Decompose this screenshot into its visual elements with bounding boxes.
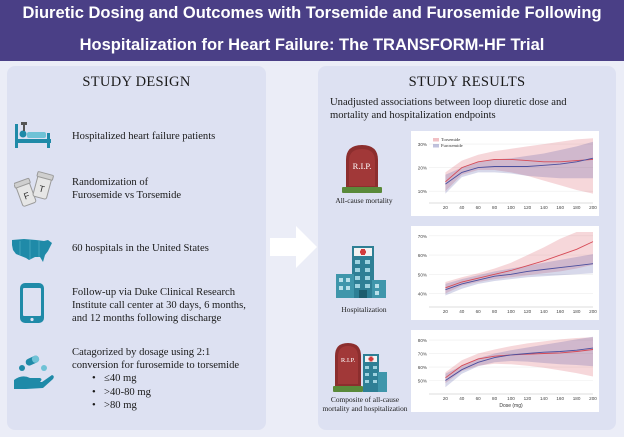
x-tick-label: 60 — [476, 396, 482, 401]
x-tick-label: 80 — [492, 396, 498, 401]
y-tick-label: 60% — [418, 253, 427, 258]
series-line-torsemide — [445, 241, 594, 289]
study-results-title: STUDY RESULTS — [408, 74, 526, 90]
chart-svg-composite: 50% 60% 70% 80% 20 40 60 80 100 120 140 160 180 200 Do… — [418, 336, 597, 409]
composite-rip-text: R.I.P. — [341, 357, 356, 364]
dosage-bullet-list: ≤40 mg >40-80 mg >80 mg — [92, 372, 151, 413]
label-hospitalization: Hospitalization — [341, 305, 387, 314]
legend-swatch — [433, 144, 439, 148]
title-line-1: Diuretic Dosing and Outcomes with Torsem… — [22, 4, 602, 22]
x-tick-label: 100 — [507, 309, 515, 314]
flow-arrow-icon — [270, 226, 317, 268]
chart-composite: 50% 60% 70% 80% 20 40 60 80 100 120 140 160 180 200 Do… — [411, 330, 599, 412]
y-tick-label: 70% — [418, 234, 427, 239]
y-tick-label: 20% — [418, 166, 427, 171]
title-line-2: Hospitalization for Heart Failure: The T… — [79, 36, 545, 54]
x-tick-label: 100 — [507, 205, 515, 210]
y-tick-label: 50% — [418, 379, 427, 384]
x-tick-label: 160 — [556, 396, 564, 401]
x-tick-label: 200 — [589, 205, 597, 210]
x-tick-label: 20 — [443, 309, 449, 314]
design-item-5: Catagorized by dosage using 2:1 conversi… — [72, 347, 240, 371]
x-tick-label: 140 — [540, 309, 548, 314]
dosage-bullet-3: >80 mg — [92, 399, 151, 413]
x-tick-label: 80 — [492, 205, 498, 210]
x-tick-label: 180 — [573, 309, 581, 314]
series-line-torsemide — [445, 158, 594, 183]
hospital-bed-icon — [15, 122, 51, 148]
chart-svg-hospitalization: 40% 50% 60% 70% 20 40 60 80 100 120 140 160 180 200 — [418, 232, 597, 314]
series-line-furosemide — [445, 157, 594, 185]
x-tick-label: 180 — [573, 396, 581, 401]
ci-band-furosemide — [445, 141, 593, 194]
pill-label-f: F — [22, 190, 31, 201]
pill-label-t: T — [38, 183, 46, 194]
y-tick-label: 80% — [418, 338, 427, 343]
x-tick-label: 200 — [589, 309, 597, 314]
dosage-bullet-2: >40-80 mg — [92, 386, 151, 400]
y-tick-label: 30% — [418, 142, 427, 147]
design-item-2: Randomization of Furosemide vs Torsemide — [72, 177, 182, 201]
x-tick-label: 160 — [556, 205, 564, 210]
legend-label: Torsemide — [441, 137, 460, 142]
y-tick-label: 10% — [418, 189, 427, 194]
chart-svg-mortality: 10% 20% 30% 20 40 60 80 100 120 140 160 180 200 Torse… — [418, 137, 597, 210]
us-map-icon — [12, 239, 52, 262]
x-tick-label: 80 — [492, 309, 498, 314]
design-item-3: 60 hospitals in the United States — [72, 243, 209, 254]
x-tick-label: 40 — [459, 205, 465, 210]
chart-hospitalization: 40% 50% 60% 70% 20 40 60 80 100 120 140 160 180 200 — [411, 226, 599, 320]
x-tick-label: 200 — [589, 396, 597, 401]
x-tick-label: 120 — [524, 309, 532, 314]
chart-all-cause-mortality: 10% 20% 30% 20 40 60 80 100 120 140 160 180 200 Torse… — [411, 131, 599, 216]
series-line-furosemide — [445, 263, 594, 291]
ci-band-furosemide — [445, 336, 593, 388]
x-tick-label: 120 — [524, 205, 532, 210]
y-tick-label: 50% — [418, 272, 427, 277]
hospital-building-icon — [336, 246, 386, 298]
label-composite: Composite of all-cause mortality and hos… — [322, 395, 408, 413]
x-tick-label: 40 — [459, 396, 465, 401]
ci-band-furosemide — [445, 254, 593, 296]
x-tick-label: 60 — [476, 205, 482, 210]
ci-band-torsemide — [445, 232, 593, 294]
x-tick-label: 140 — [540, 396, 548, 401]
tombstone-icon: R.I.P. — [342, 145, 382, 193]
study-design-title: STUDY DESIGN — [82, 74, 191, 90]
x-tick-label: 40 — [459, 309, 465, 314]
y-tick-label: 60% — [418, 365, 427, 370]
design-item-1: Hospitalized heart failure patients — [72, 131, 216, 142]
dosage-bullet-1: ≤40 mg — [92, 372, 151, 386]
x-tick-label: 140 — [540, 205, 548, 210]
pill-bottles-icon: F T — [14, 171, 54, 207]
composite-icon: R.I.P. — [333, 343, 387, 392]
results-subtitle: Unadjusted associations between loop diu… — [330, 97, 567, 121]
series-line-furosemide — [445, 347, 594, 381]
x-tick-label: 60 — [476, 309, 482, 314]
x-tick-label: 180 — [573, 205, 581, 210]
x-tick-label: 160 — [556, 309, 564, 314]
legend-label: Furosemide — [441, 143, 463, 148]
ci-band-torsemide — [445, 337, 593, 384]
y-tick-label: 40% — [418, 292, 427, 297]
rip-text: R.I.P. — [353, 161, 372, 171]
hand-pills-icon — [14, 355, 54, 389]
x-tick-label: 20 — [443, 205, 449, 210]
x-tick-label: 100 — [507, 396, 515, 401]
design-item-4: Follow-up via Duke Clinical Research Ins… — [72, 287, 246, 324]
smartphone-icon — [20, 283, 44, 323]
header-banner: Diuretic Dosing and Outcomes with Torsem… — [0, 0, 624, 61]
x-axis-label: Dose (mg) — [499, 403, 523, 409]
ci-band-torsemide — [445, 138, 593, 194]
legend-swatch — [433, 138, 439, 142]
x-tick-label: 20 — [443, 396, 449, 401]
study-design-panel: STUDY DESIGN — [7, 66, 266, 430]
label-mortality: All-cause mortality — [335, 196, 393, 205]
y-tick-label: 70% — [418, 352, 427, 357]
x-tick-label: 120 — [524, 396, 532, 401]
